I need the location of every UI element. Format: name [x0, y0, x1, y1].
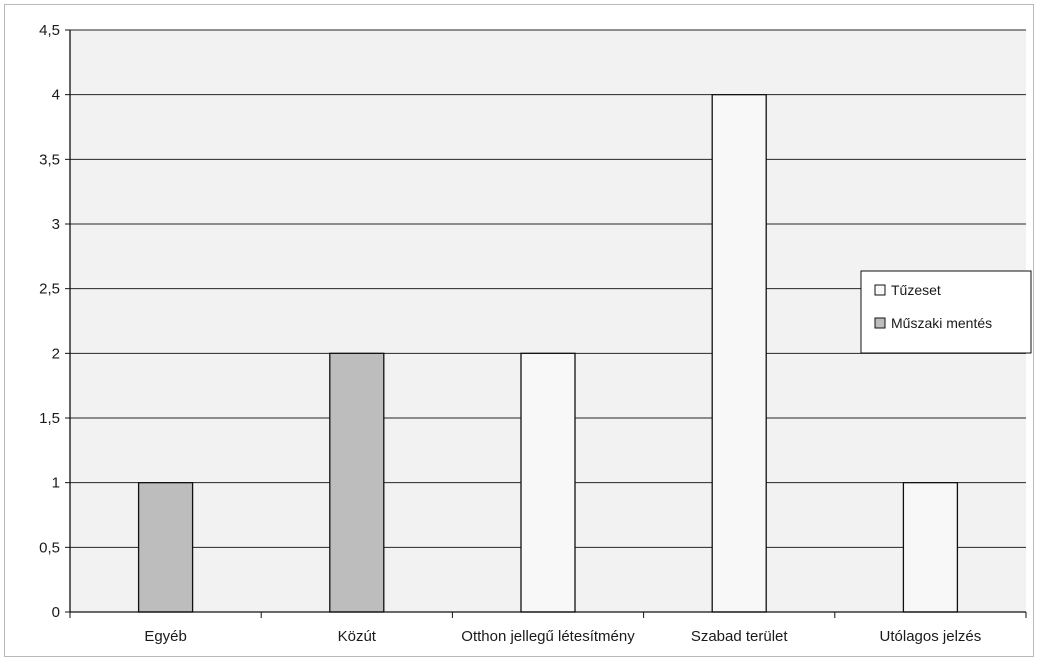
legend-label: Műszaki mentés: [891, 315, 992, 331]
y-tick-label: 0: [52, 604, 60, 621]
x-tick-label: Utólagos jelzés: [880, 628, 982, 645]
bar-tuzeset-2: [520, 352, 576, 613]
y-tick-label: 1: [52, 475, 60, 492]
bars: [137, 94, 959, 613]
x-axis-tick-labels: Egyéb Közút Otthon jellegű létesítmény Szab…: [144, 628, 981, 645]
legend-swatch: [874, 317, 886, 329]
legend: Tűzeset Műszaki mentés: [860, 270, 1032, 354]
y-tick-label: 2: [52, 345, 60, 362]
bar-muszaki-mentes-0: [137, 482, 194, 613]
bar-muszaki-mentes-1: [329, 352, 385, 613]
y-tick-label: 2,5: [39, 281, 60, 298]
legend-swatch: [874, 284, 886, 296]
axes: [65, 29, 1027, 618]
y-tick-label: 3: [52, 216, 60, 233]
legend-box: [860, 270, 1032, 354]
y-tick-label: 4: [52, 87, 60, 104]
y-axis-tick-labels: 0 0,5 1 1,5 2 2,5 3 3,5 4 4,5: [39, 22, 60, 621]
y-tick-label: 0,5: [39, 539, 60, 556]
y-tick-label: 3,5: [39, 151, 60, 168]
y-tick-label: 1,5: [39, 410, 60, 427]
x-tick-label: Közút: [338, 628, 377, 645]
y-tick-label: 4,5: [39, 22, 60, 39]
x-tick-label: Egyéb: [144, 628, 187, 645]
x-tick-label: Szabad terület: [691, 628, 789, 645]
bar-tuzeset-3: [711, 94, 767, 613]
x-tick-label: Otthon jellegű létesítmény: [461, 628, 635, 645]
legend-label: Tűzeset: [891, 282, 941, 298]
bar-tuzeset-4: [902, 482, 959, 613]
